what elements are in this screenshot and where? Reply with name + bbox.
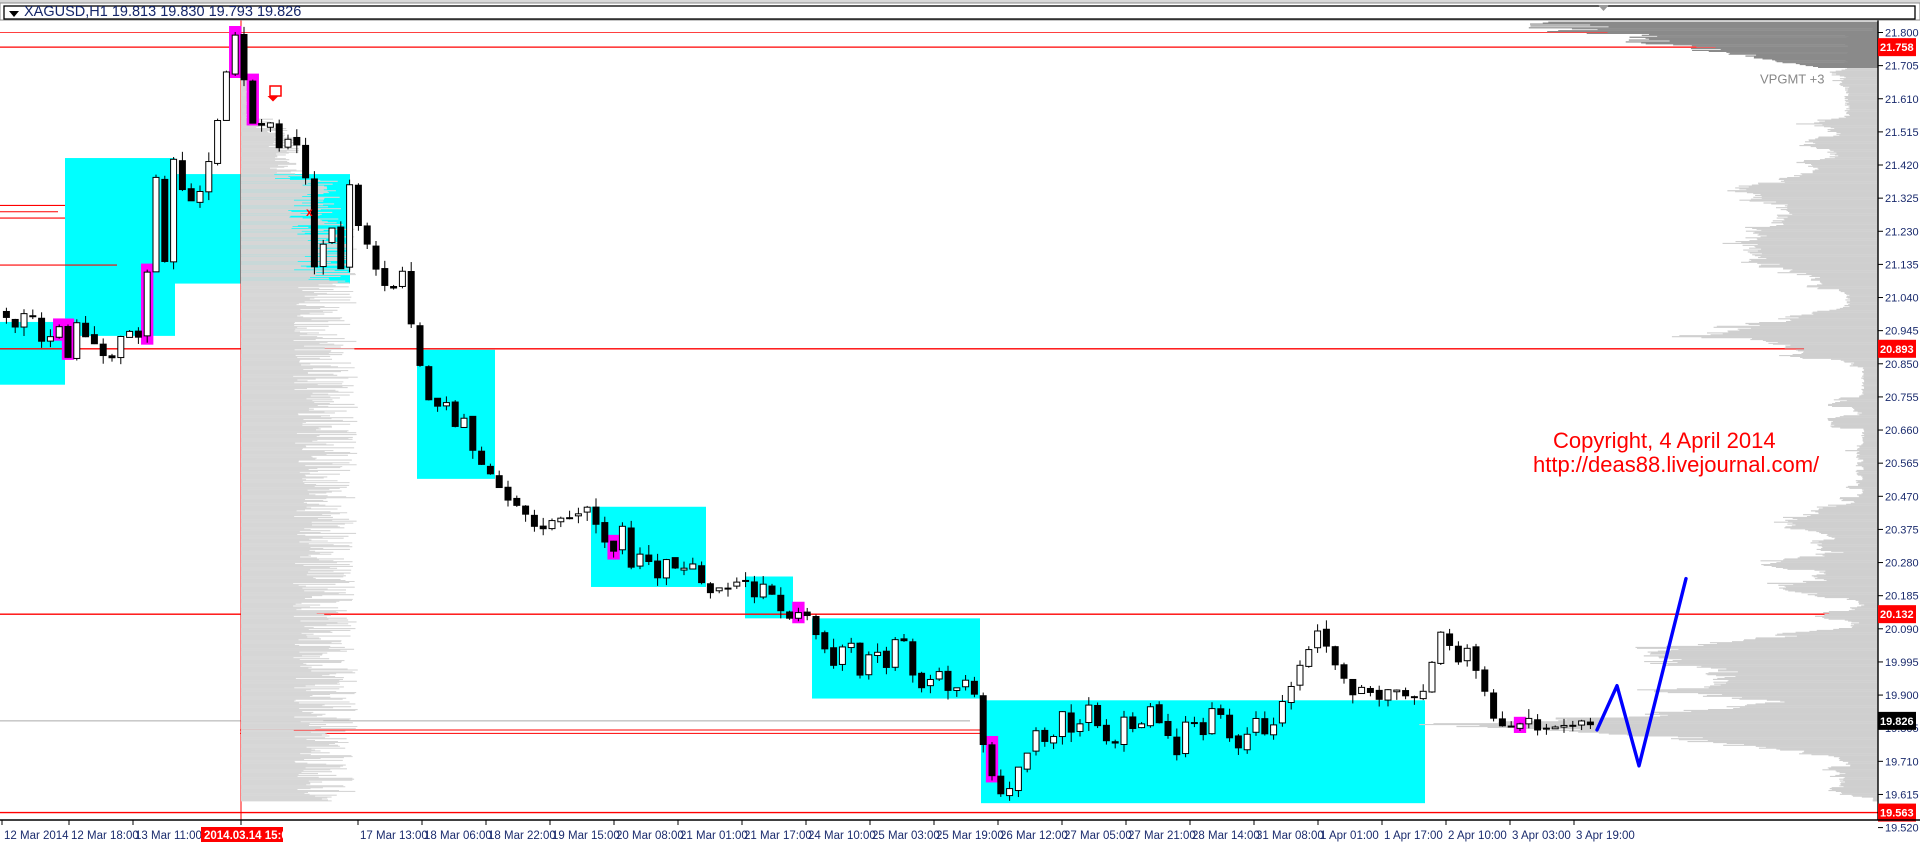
svg-text:18 Mar 06:00: 18 Mar 06:00 xyxy=(424,830,492,842)
svg-text:27 Mar 05:00: 27 Mar 05:00 xyxy=(1064,830,1132,842)
svg-text:28 Mar 14:00: 28 Mar 14:00 xyxy=(1192,830,1260,842)
svg-text:21.420: 21.420 xyxy=(1885,160,1919,172)
svg-text:2 Apr 10:00: 2 Apr 10:00 xyxy=(1448,830,1507,842)
svg-text:21.515: 21.515 xyxy=(1885,127,1919,139)
svg-text:20.850: 20.850 xyxy=(1885,359,1919,371)
svg-text:21.325: 21.325 xyxy=(1885,193,1919,205)
svg-text:19.995: 19.995 xyxy=(1885,657,1919,669)
svg-text:19.520: 19.520 xyxy=(1885,823,1919,835)
svg-text:21 Mar 17:00: 21 Mar 17:00 xyxy=(744,830,812,842)
svg-text:25 Mar 19:00: 25 Mar 19:00 xyxy=(936,830,1004,842)
svg-text:20.132: 20.132 xyxy=(1880,609,1914,621)
svg-text:20.660: 20.660 xyxy=(1885,425,1919,437)
svg-text:19.900: 19.900 xyxy=(1885,690,1919,702)
svg-text:27 Mar 21:00: 27 Mar 21:00 xyxy=(1128,830,1196,842)
svg-text:20.945: 20.945 xyxy=(1885,326,1919,338)
svg-text:1 Apr 17:00: 1 Apr 17:00 xyxy=(1384,830,1443,842)
svg-text:VPGMT +3: VPGMT +3 xyxy=(1760,72,1824,87)
svg-text:20.755: 20.755 xyxy=(1885,392,1919,404)
svg-text:http://deas88.livejournal.com/: http://deas88.livejournal.com/ xyxy=(1533,452,1820,477)
svg-text:21.705: 21.705 xyxy=(1885,61,1919,73)
svg-text:19 Mar 15:00: 19 Mar 15:00 xyxy=(552,830,620,842)
svg-text:12 Mar 18:00: 12 Mar 18:00 xyxy=(71,830,139,842)
svg-text:20.375: 20.375 xyxy=(1885,524,1919,536)
svg-text:21.040: 21.040 xyxy=(1885,293,1919,305)
svg-text:24 Mar 10:00: 24 Mar 10:00 xyxy=(808,830,876,842)
svg-text:1 Apr 01:00: 1 Apr 01:00 xyxy=(1320,830,1379,842)
svg-text:25 Mar 03:00: 25 Mar 03:00 xyxy=(872,830,940,842)
svg-text:17 Mar 13:00: 17 Mar 13:00 xyxy=(360,830,428,842)
svg-text:19.615: 19.615 xyxy=(1885,789,1919,801)
svg-text:2014.03.14 15:00: 2014.03.14 15:00 xyxy=(204,830,294,842)
svg-text:19.826: 19.826 xyxy=(1880,716,1914,728)
svg-text:19.563: 19.563 xyxy=(1880,808,1914,820)
svg-text:21.800: 21.800 xyxy=(1885,28,1919,40)
svg-text:19.710: 19.710 xyxy=(1885,756,1919,768)
svg-text:20.565: 20.565 xyxy=(1885,458,1919,470)
svg-text:x: x xyxy=(306,205,313,219)
svg-text:20.185: 20.185 xyxy=(1885,591,1919,603)
svg-text:Copyright, 4 April 2014: Copyright, 4 April 2014 xyxy=(1553,428,1776,453)
svg-text:3 Apr 03:00: 3 Apr 03:00 xyxy=(1512,830,1571,842)
svg-text:XAGUSD,H1 19.813 19.830 19.79: XAGUSD,H1 19.813 19.830 19.793 19.826 xyxy=(24,4,301,20)
svg-text:31 Mar 08:00: 31 Mar 08:00 xyxy=(1256,830,1324,842)
svg-text:20.470: 20.470 xyxy=(1885,491,1919,503)
svg-text:26 Mar 12:00: 26 Mar 12:00 xyxy=(1000,830,1068,842)
svg-text:12 Mar 2014: 12 Mar 2014 xyxy=(4,830,69,842)
svg-text:21.230: 21.230 xyxy=(1885,226,1919,238)
svg-text:18 Mar 22:00: 18 Mar 22:00 xyxy=(488,830,556,842)
svg-text:21.610: 21.610 xyxy=(1885,94,1919,106)
svg-text:21 Mar 01:00: 21 Mar 01:00 xyxy=(680,830,748,842)
svg-text:20.893: 20.893 xyxy=(1880,344,1914,356)
svg-text:20 Mar 08:00: 20 Mar 08:00 xyxy=(616,830,684,842)
svg-text:20.280: 20.280 xyxy=(1885,558,1919,570)
svg-text:3 Apr 19:00: 3 Apr 19:00 xyxy=(1576,830,1635,842)
svg-text:20.090: 20.090 xyxy=(1885,624,1919,636)
svg-text:21.758: 21.758 xyxy=(1880,42,1914,54)
svg-text:21.135: 21.135 xyxy=(1885,259,1919,271)
svg-text:13 Mar 11:00: 13 Mar 11:00 xyxy=(135,830,202,842)
